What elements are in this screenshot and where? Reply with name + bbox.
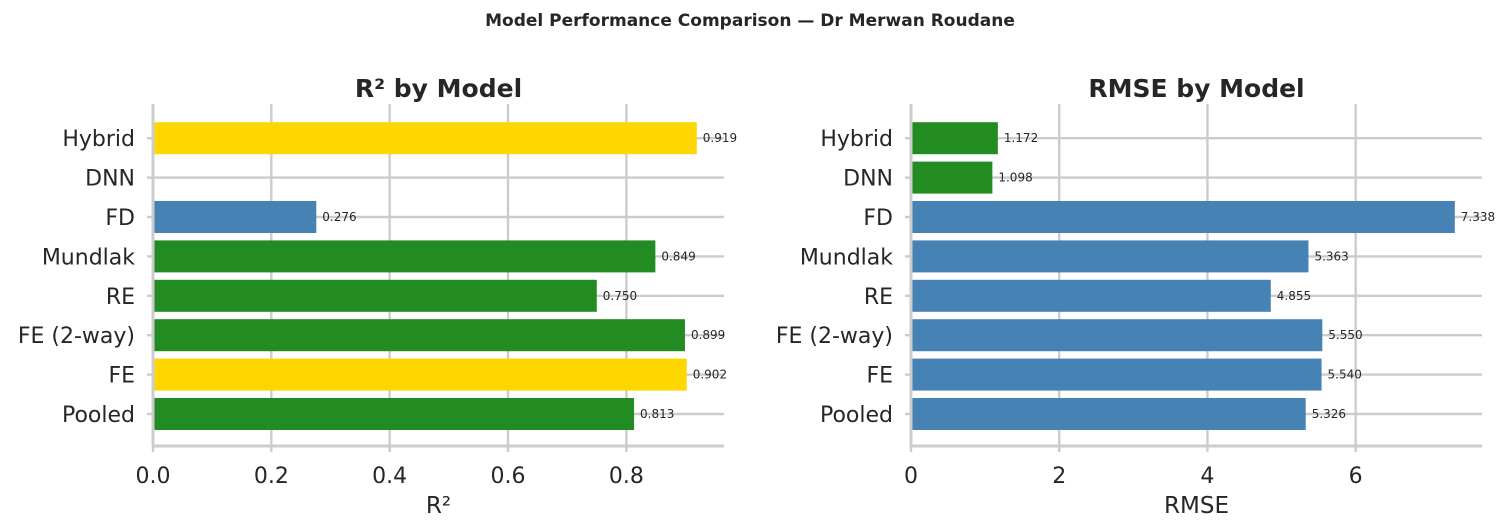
category-label: Hybrid: [820, 127, 893, 152]
bar-value-label: 7.338: [1461, 210, 1495, 224]
bar-pooled: [911, 398, 1306, 430]
panel-title: R² by Model: [355, 74, 522, 103]
bar-value-label: 0.276: [322, 210, 356, 224]
bar-dnn: [911, 161, 993, 194]
category-label: FD: [863, 206, 893, 231]
bar-re: [911, 279, 1271, 312]
bar-value-label: 1.098: [998, 171, 1032, 185]
bar-fe: [153, 358, 687, 391]
x-tick-label: 0.0: [136, 464, 171, 489]
category-label: Mundlak: [800, 245, 893, 270]
bar-value-label: 5.326: [1312, 407, 1346, 421]
bar-value-label: 1.172: [1004, 131, 1038, 145]
bar-pooled: [153, 398, 635, 430]
bar-value-label: 4.855: [1277, 289, 1311, 303]
bar-value-label: 0.919: [703, 131, 737, 145]
category-label: DNN: [85, 167, 135, 192]
category-label: RE: [864, 285, 893, 310]
category-label: FE (2-way): [776, 324, 893, 349]
x-axis-title: RMSE: [1164, 493, 1229, 519]
bar-value-label: 5.540: [1328, 368, 1362, 382]
x-tick-label: 0.8: [609, 464, 644, 489]
bar-value-label: 0.902: [693, 368, 727, 382]
bar-mundlak: [911, 240, 1309, 273]
category-label: Hybrid: [62, 127, 135, 152]
x-tick-label: 4: [1200, 464, 1214, 489]
bar-value-label: 0.750: [603, 289, 637, 303]
bar-hybrid: [153, 122, 697, 155]
x-axis-title: R²: [426, 493, 451, 519]
bar-value-label: 5.550: [1328, 328, 1362, 342]
category-label: FE: [866, 364, 893, 389]
bar-fd: [911, 201, 1455, 233]
bar-re: [153, 279, 597, 312]
category-label: FE: [108, 364, 135, 389]
bar-value-label: 0.899: [691, 328, 725, 342]
category-label: Pooled: [62, 403, 135, 428]
bar-fe: [911, 358, 1322, 391]
r2-panel: 0.0 0.2 0.4 0.6 0.8 Pooled FE FE (2-way) RE Mundl…: [18, 74, 737, 519]
category-label: RE: [106, 285, 135, 310]
x-tick-label: 0: [904, 464, 918, 489]
x-tick-label: 2: [1052, 464, 1066, 489]
x-tick-label: 0.6: [491, 464, 526, 489]
category-label: Pooled: [820, 403, 893, 428]
bar-value-label: 0.849: [661, 249, 695, 263]
x-tick-label: 0.2: [254, 464, 289, 489]
category-label: FD: [105, 206, 135, 231]
category-label: DNN: [843, 167, 893, 192]
bar-fe-2-way: [153, 319, 685, 352]
bar-value-label: 5.363: [1314, 249, 1348, 263]
rmse-panel: 0 2 4 6 Pooled FE FE (2-way) RE Mundlak FD DNN Hybr…: [776, 74, 1495, 519]
bar-mundlak: [153, 240, 656, 273]
x-tick-label: 0.4: [372, 464, 407, 489]
bar-value-label: 0.813: [640, 407, 674, 421]
panel-title: RMSE by Model: [1088, 74, 1304, 103]
bar-fe-2-way: [911, 319, 1323, 352]
figure-title: Model Performance Comparison — Dr Merwan…: [485, 11, 1015, 31]
category-label: Mundlak: [42, 245, 135, 270]
bar-hybrid: [911, 122, 998, 155]
x-tick-label: 6: [1349, 464, 1363, 489]
category-label: FE (2-way): [18, 324, 135, 349]
bar-fd: [153, 201, 317, 233]
